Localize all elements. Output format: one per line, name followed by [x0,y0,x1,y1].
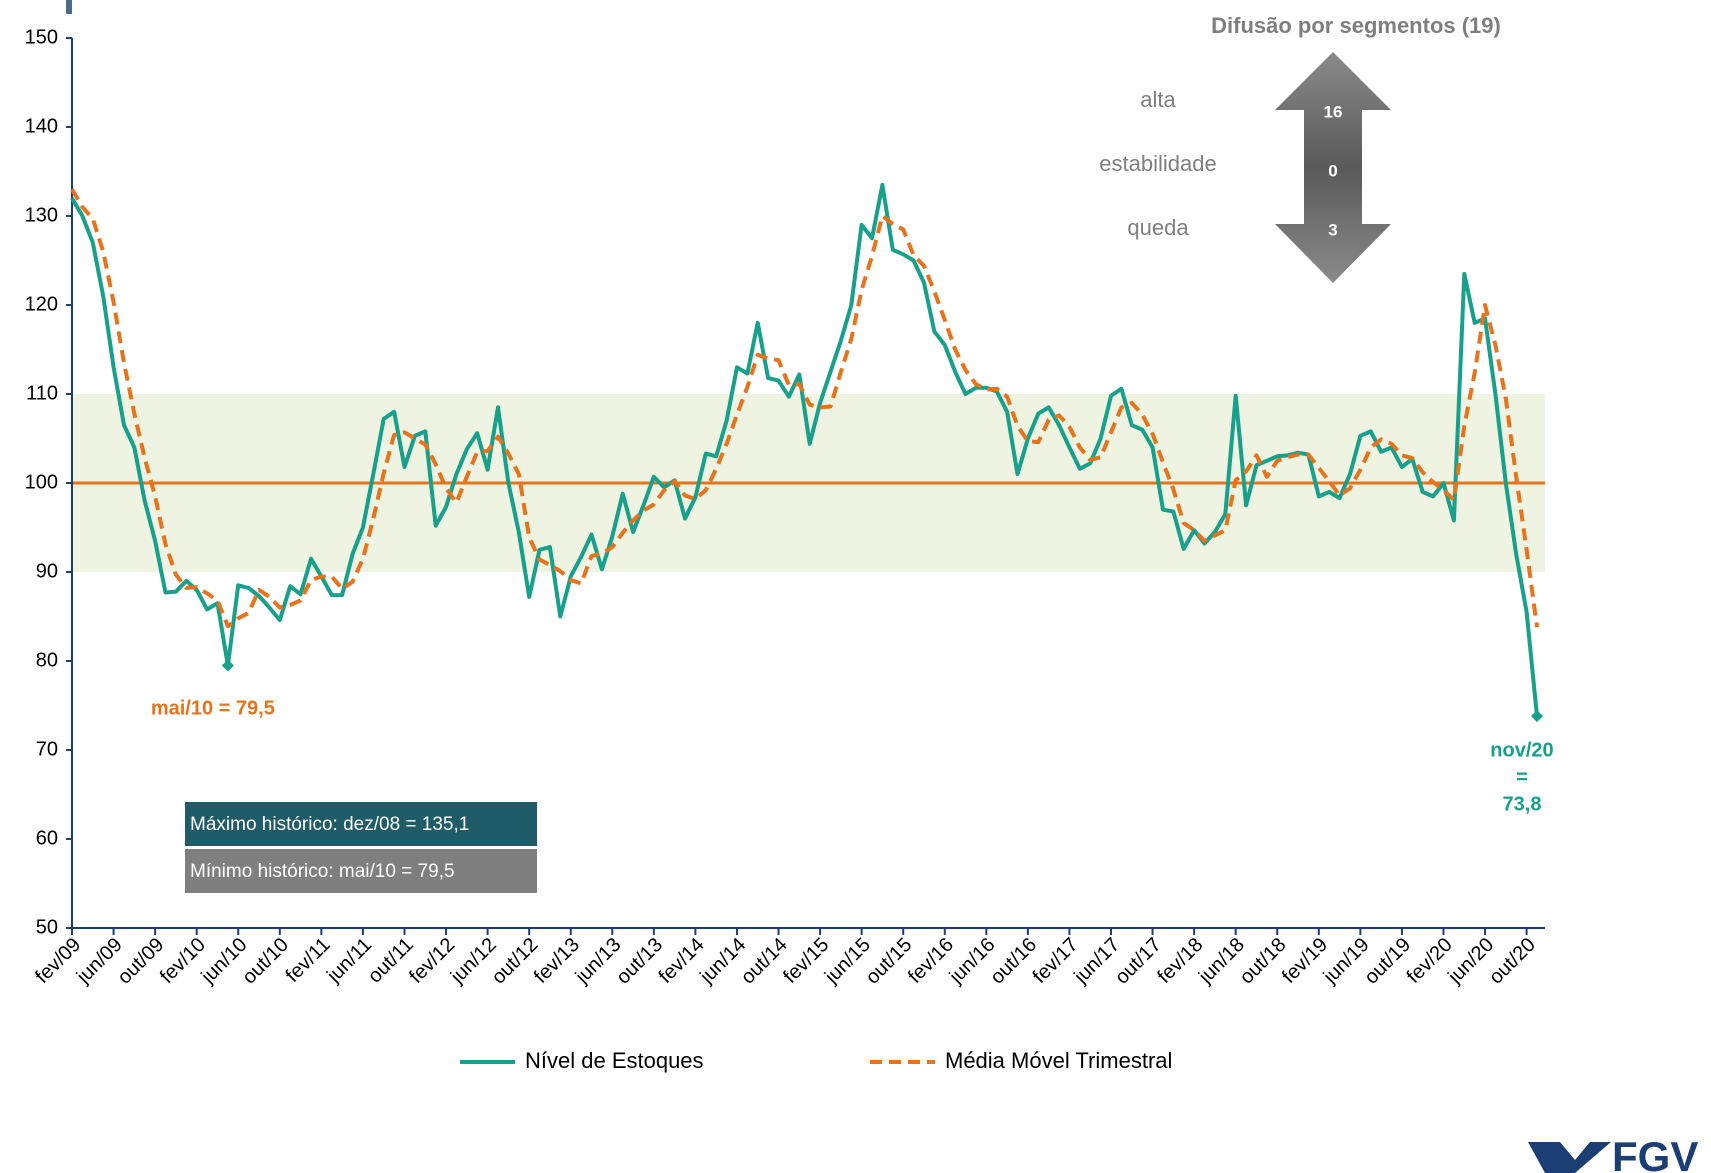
x-tick-label: jun/18 [1194,934,1249,989]
summary-boxes: Máximo histórico: dez/08 = 135,1 Mínimo h… [185,802,537,893]
x-tick-label: jun/09 [72,934,127,989]
x-tick-label: jun/12 [446,934,501,989]
y-tick-label: 100 [25,471,58,493]
x-tick-label: out/17 [1111,934,1166,989]
y-tick-label: 140 [25,115,58,137]
y-tick-label: 80 [36,649,58,671]
corner-mark [66,0,72,14]
logo: FGV [1612,1133,1698,1173]
logo-mark [1528,1142,1611,1173]
series-line [70,188,1539,629]
x-tick-label: out/16 [986,934,1041,989]
y-tick-label: 120 [25,293,58,315]
x-tick-label: out/12 [488,934,543,989]
y-tick-label: 50 [36,916,58,938]
x-tick-label: jun/14 [695,934,750,989]
x-tick-label: out/18 [1236,934,1291,989]
x-tick-label: fev/11 [282,934,335,987]
x-tick-label: jun/15 [820,934,875,989]
y-tick-label: 110 [26,382,58,404]
diffusion-label: alta [1140,87,1176,112]
diffusion-value: 16 [1324,102,1343,121]
x-tick-label: fev/17 [1029,934,1083,988]
x-tick-label: fev/12 [405,934,459,988]
summary-text: Máximo histórico: dez/08 = 135,1 [190,814,469,835]
x-tick-label: jun/19 [1319,934,1374,989]
diffusion-value: 0 [1328,161,1337,180]
diffusion-label: estabilidade [1099,151,1216,176]
x-tick-label: fev/10 [156,934,210,988]
x-tick-label: fev/09 [31,934,85,988]
x-tick-label: fev/13 [530,934,584,988]
annotation: mai/10 = 79,5 [151,698,275,720]
legend-label: Média Móvel Trimestral [945,1048,1172,1073]
x-tick-label: fev/14 [655,934,709,988]
legend-label: Nível de Estoques [525,1048,704,1073]
x-tick-label: out/10 [238,934,293,989]
x-tick-label: fev/16 [904,934,958,988]
x-tick-label: jun/16 [945,934,1000,989]
annotation: nov/20 [1490,739,1553,761]
x-tick-label: jun/20 [1444,934,1499,989]
y-tick-label: 150 [25,26,58,48]
x-tick-label: fev/18 [1153,934,1207,988]
x-tick-label: out/20 [1485,934,1540,989]
diffusion-panel: alta 16 estabilidade 0 queda 3 [1099,87,1342,240]
x-tick-label: out/15 [862,934,917,989]
y-tick-label: 130 [25,204,58,226]
annotation: 73,8 [1503,793,1542,815]
annotation: = [1516,766,1528,788]
y-tick-label: 60 [36,827,58,849]
summary-text: Mínimo histórico: mai/10 = 79,5 [190,861,455,882]
summary-box [185,802,537,846]
x-tick-label: jun/11 [322,934,376,988]
point-marker [1530,710,1543,723]
x-tick-label: out/13 [612,934,667,989]
diffusion-value: 3 [1328,220,1337,239]
y-tick-label: 70 [36,738,58,760]
diffusion-label: queda [1127,215,1189,240]
legend: Nível de Estoques Média Móvel Trimestral [460,1048,1172,1073]
x-tick-label: jun/17 [1069,934,1124,989]
x-tick-label: fev/19 [1278,934,1332,988]
x-tick-label: out/19 [1360,934,1415,989]
point-marker [221,659,234,672]
summary-box [185,849,537,893]
x-tick-label: out/09 [114,934,169,989]
x-tick-label: out/14 [737,934,792,989]
x-tick-label: out/11 [364,934,418,988]
diffusion-title: Difusão por segmentos (19) [1211,13,1501,38]
x-tick-label: jun/10 [197,934,252,989]
diffusion-arrow [1275,52,1391,283]
x-tick-label: fev/15 [779,934,833,988]
x-tick-label: fev/20 [1403,934,1457,988]
y-tick-label: 90 [36,560,58,582]
x-tick-label: jun/13 [571,934,626,989]
